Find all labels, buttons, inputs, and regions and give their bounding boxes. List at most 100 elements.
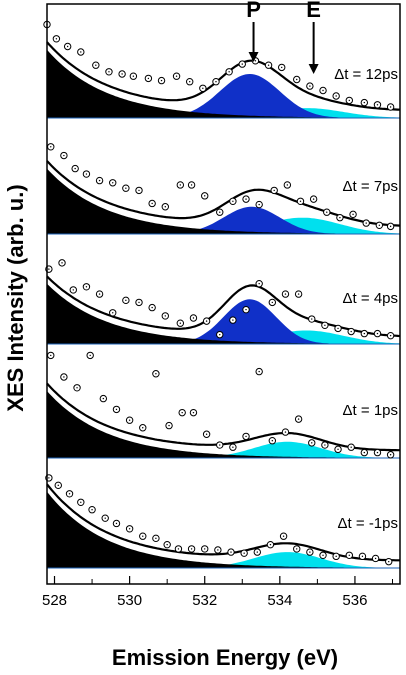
x-tick-label: 534 [267,592,292,609]
x-axis-label: Emission Energy (eV) [112,645,338,670]
data-point-center [128,419,131,421]
data-point-center [322,554,324,556]
data-point-center [138,301,140,304]
annotation-arrow-head [248,52,259,62]
data-point-center [309,551,311,553]
data-point-center [142,535,144,537]
data-point-center [204,548,206,550]
data-point-center [243,552,245,554]
data-point-center [389,454,392,456]
data-point-center [151,306,153,309]
data-point-center [205,320,208,322]
data-point-center [112,182,114,184]
data-point-center [57,484,59,487]
data-point-center [348,99,351,102]
data-point-center [50,146,52,148]
data-point-center [108,71,110,73]
data-point-center [138,189,140,192]
data-point-center [132,75,135,77]
annotation-label-P: P [246,0,261,22]
E-component-area [47,330,400,344]
data-point-center [61,262,63,264]
data-point-center [190,548,193,550]
data-point-center [168,424,170,427]
x-tick-label: 528 [42,592,67,609]
data-point-center [190,184,193,186]
fit-curve [46,382,400,452]
data-point-center [378,224,381,226]
data-point-center [335,555,337,558]
E-component-area [47,552,400,568]
plot-frame [46,3,401,585]
data-point-center [389,106,392,108]
data-point-center [66,45,69,48]
data-point-center [232,200,234,202]
data-point-center [219,211,221,213]
data-point-center [284,293,287,295]
data-point-center [128,528,131,530]
data-point-center [337,448,339,451]
data-point-center [219,333,221,336]
data-point-center [219,444,221,446]
data-point-center [284,431,287,433]
data-point-center [376,104,379,106]
data-point-center [258,370,260,373]
data-point-center [241,63,243,65]
annotation-label-E: E [306,0,321,22]
data-point-center [91,509,93,511]
data-point-center [160,79,163,82]
data-point-center [228,71,230,73]
data-point-center [282,535,285,537]
data-point-center [166,543,168,546]
data-point-center [72,289,74,291]
data-point-center [50,354,52,357]
data-point-center [121,73,123,75]
data-point-center [125,299,127,302]
data-point-center [202,87,204,90]
data-point-center [155,373,157,375]
data-point-center [311,442,313,444]
data-point-center [164,206,166,208]
data-point-center [311,318,313,320]
data-point-center [179,184,182,186]
panel-4: Δt = 1ps [46,351,400,459]
data-point-center [271,301,274,304]
data-point-center [89,354,91,357]
panel-2: Δt = 7ps [46,143,401,235]
data-point-center [102,397,105,400]
data-point-center [95,64,97,66]
data-point-center [151,202,153,205]
panel-3: Δt = 4ps [45,259,401,345]
data-point-center [98,293,101,295]
data-point-center [254,60,257,62]
background-component-area [47,391,400,458]
data-point-center [142,427,144,429]
x-tick-label: 536 [342,592,367,609]
data-point-center [363,101,366,104]
data-point-center [68,493,71,495]
axes-layer: 528 530 532 534 536 P E [42,0,401,609]
data-point-center [363,332,366,335]
data-point-center [389,334,392,337]
E-component-area [47,217,400,234]
data-point-center [115,408,118,411]
data-point-center [192,317,195,319]
data-point-center [296,548,298,550]
data-point-center [85,173,88,175]
data-point-center [376,332,379,335]
data-point-center [271,440,274,442]
data-point-center [245,198,247,200]
fit-curve [46,41,401,111]
data-point-center [80,51,82,53]
data-point-center [48,268,50,270]
data-point-center [217,549,219,551]
data-point-center [281,66,283,69]
data-point-center [48,477,50,479]
data-point-center [296,78,298,81]
data-point-center [125,187,127,189]
data-point-center [309,85,311,87]
data-point-center [147,77,150,80]
data-point-center [312,198,315,200]
data-point-center [85,286,88,288]
